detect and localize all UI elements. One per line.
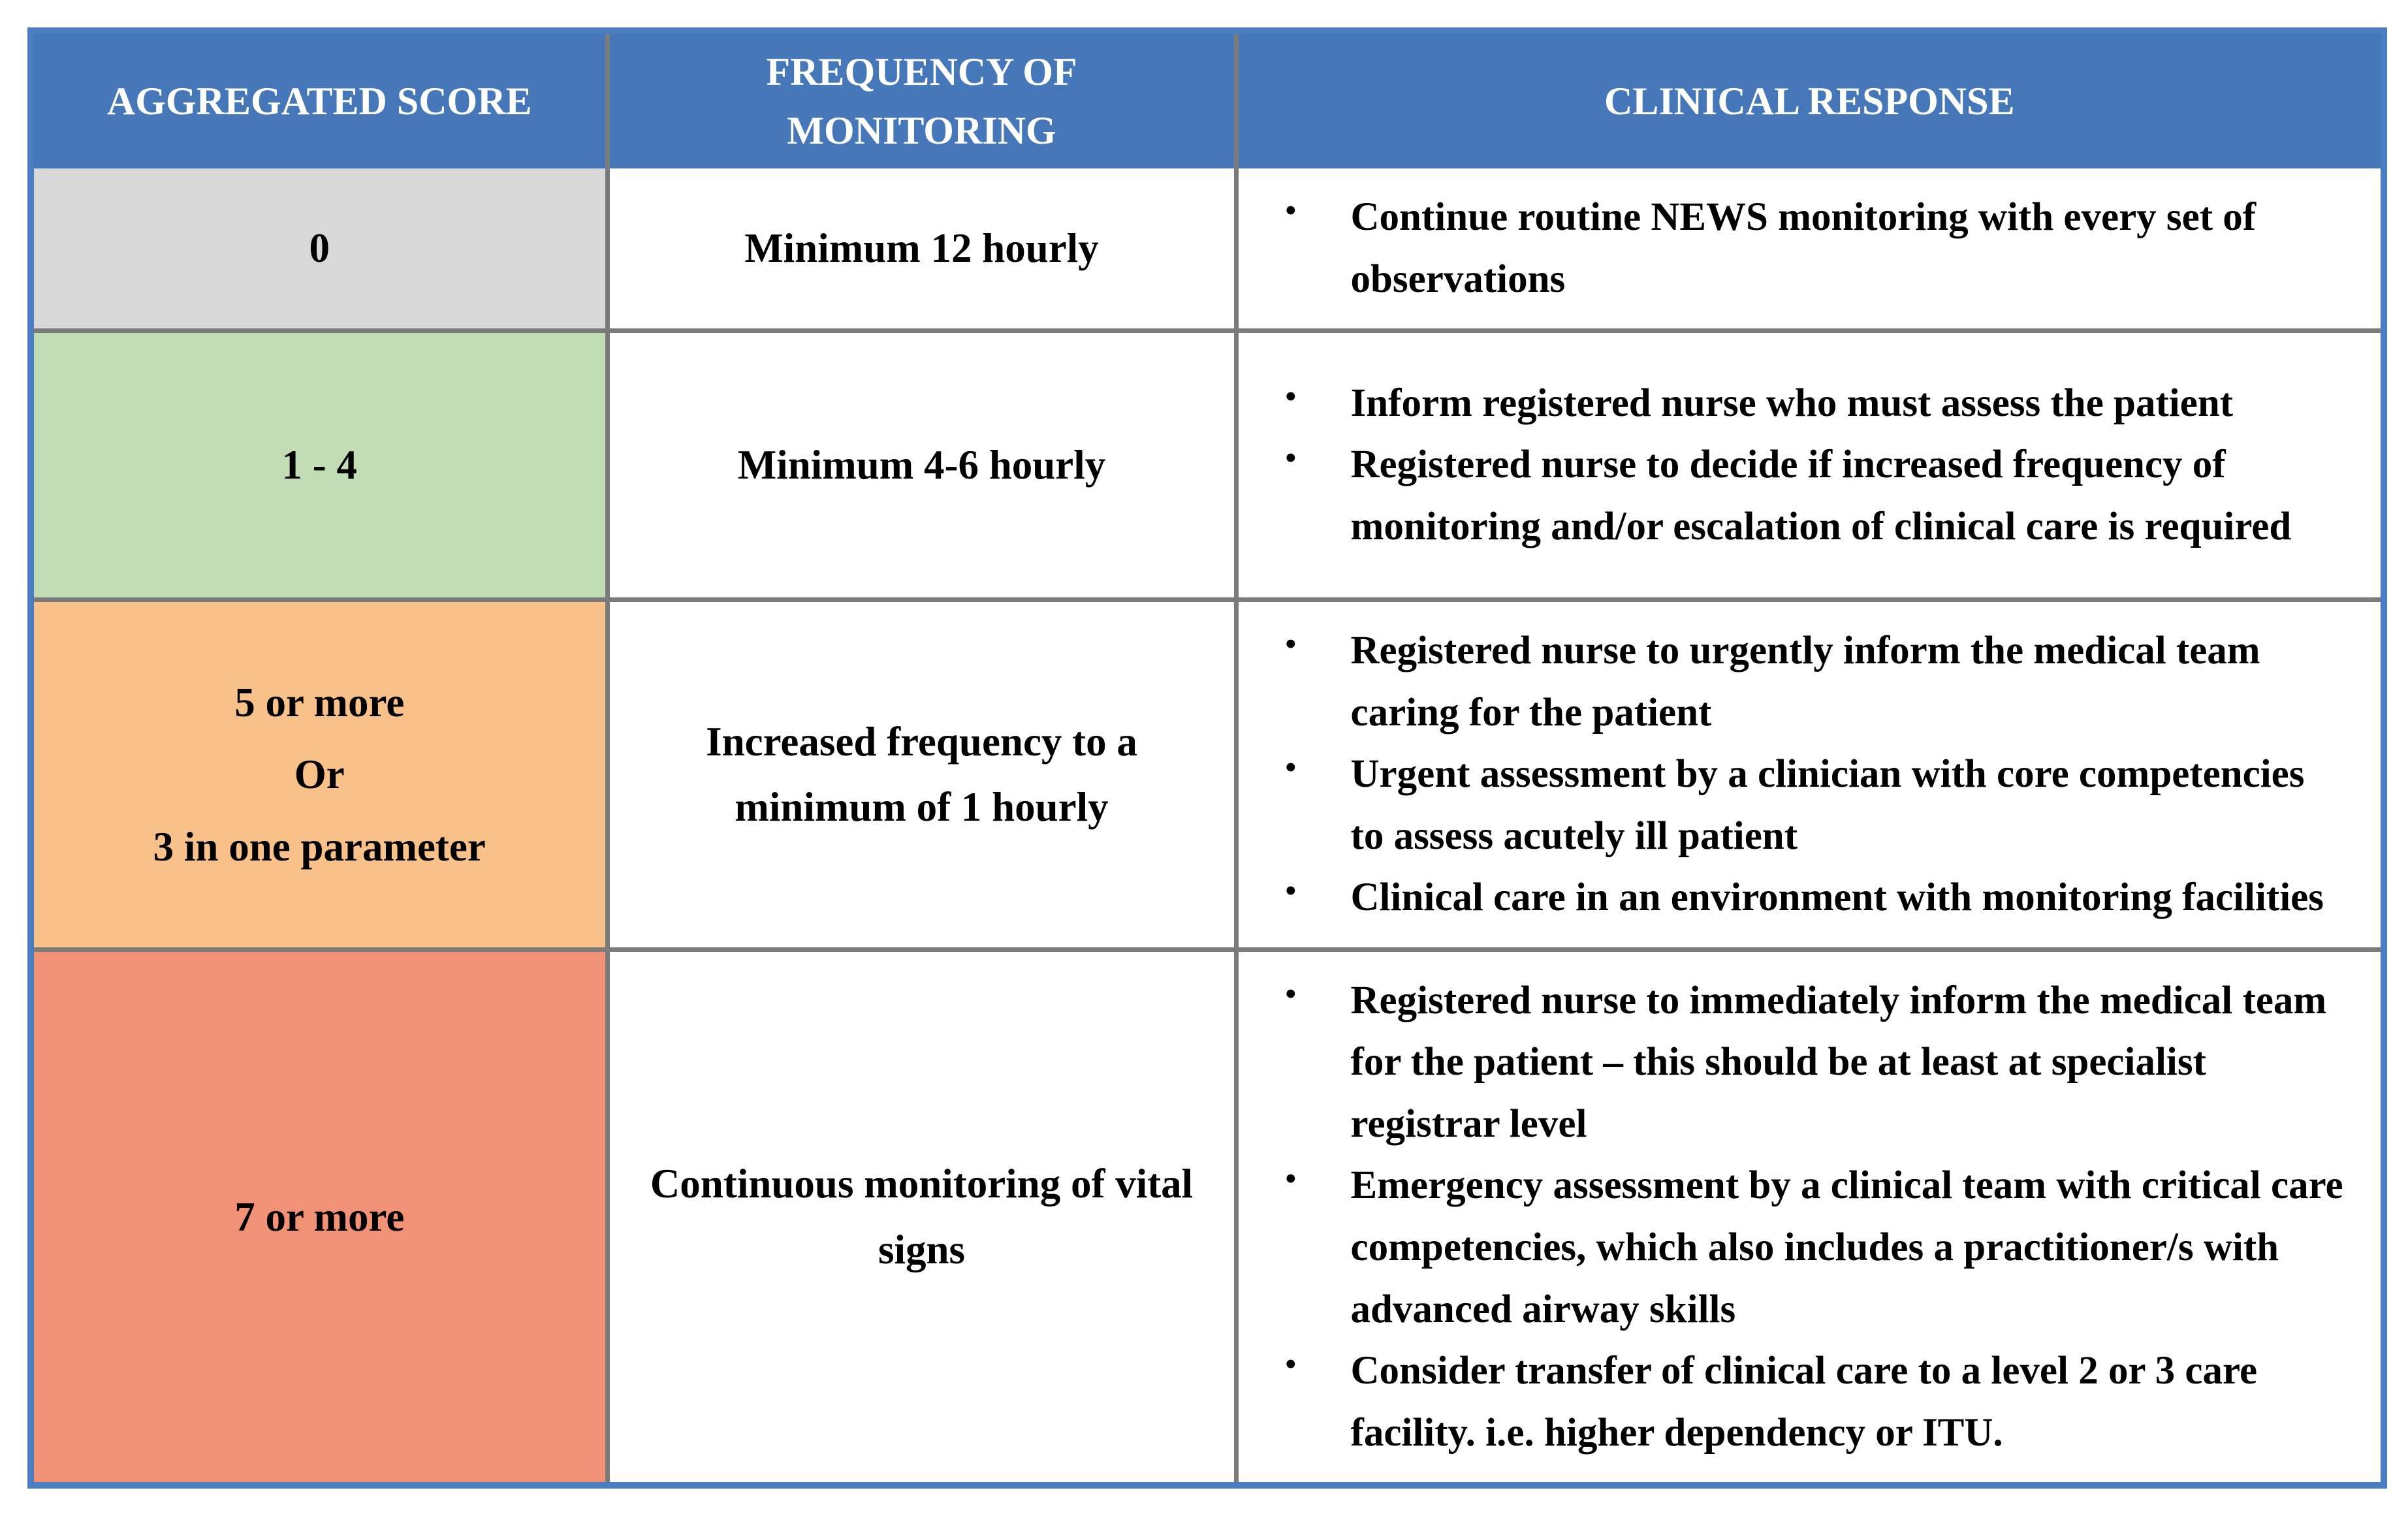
response-item: Consider transfer of clinical care to a … [1286,1340,2345,1464]
response-item: Clinical care in an environment with mon… [1286,867,2345,929]
response-list: Registered nurse to urgently inform the … [1241,620,2345,929]
response-cell-7-or-more: Registered nurse to immediately inform t… [1233,947,2386,1488]
response-item: Registered nurse to decide if increased … [1286,434,2345,558]
score-cell-5-or-more: 5 or more Or 3 in one parameter [28,597,610,952]
response-item: Continue routine NEWS monitoring with ev… [1286,187,2345,310]
frequency-cell-7-or-more: Continuous monitoring of vital signs [605,947,1239,1488]
response-item: Urgent assessment by a clinician with co… [1286,744,2345,867]
frequency-cell-0: Minimum 12 hourly [605,168,1239,334]
response-list: Inform registered nurse who must assess … [1241,373,2345,558]
response-item: Inform registered nurse who must assess … [1286,373,2345,435]
table-row-score-1-4: 1 - 4 Minimum 4-6 hourly Inform register… [28,328,2386,603]
table-header-row: AGGREGATED SCORE FREQUENCY OF MONITORING… [28,28,2386,168]
table-row-score-0: 0 Minimum 12 hourly Continue routine NEW… [28,168,2386,334]
column-header-clinical-response: CLINICAL RESPONSE [1233,28,2386,168]
score-line: 3 in one parameter [153,823,486,870]
frequency-cell-1-4: Minimum 4-6 hourly [605,328,1239,603]
table-row-score-5-or-more: 5 or more Or 3 in one parameter Increase… [28,597,2386,952]
frequency-cell-5-or-more: Increased frequency to a minimum of 1 ho… [605,597,1239,952]
response-item: Registered nurse to immediately inform t… [1286,970,2345,1156]
response-item: Emergency assessment by a clinical team … [1286,1155,2345,1340]
score-line: Or [294,751,345,798]
table-row-score-7-or-more: 7 or more Continuous monitoring of vital… [28,947,2386,1488]
column-header-frequency-of-monitoring: FREQUENCY OF MONITORING [605,28,1239,168]
score-cell-1-4: 1 - 4 [28,328,610,603]
news-monitoring-table: AGGREGATED SCORE FREQUENCY OF MONITORING… [27,27,2387,1489]
score-cell-0: 0 [28,168,610,334]
response-item: Registered nurse to urgently inform the … [1286,620,2345,744]
column-header-aggregated-score: AGGREGATED SCORE [28,28,610,168]
response-list: Continue routine NEWS monitoring with ev… [1241,187,2345,310]
response-cell-0: Continue routine NEWS monitoring with ev… [1233,168,2386,334]
response-list: Registered nurse to immediately inform t… [1241,970,2345,1464]
response-cell-5-or-more: Registered nurse to urgently inform the … [1233,597,2386,952]
score-cell-7-or-more: 7 or more [28,947,610,1488]
score-line: 5 or more [234,680,405,726]
response-cell-1-4: Inform registered nurse who must assess … [1233,328,2386,603]
